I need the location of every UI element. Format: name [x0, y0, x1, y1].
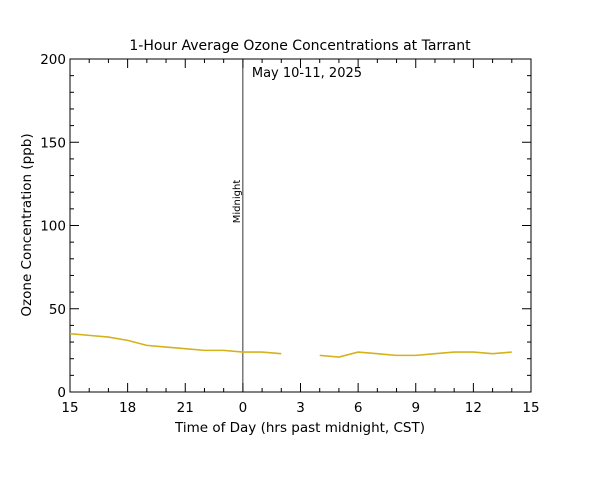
x-tick-label: 12 [465, 400, 482, 416]
y-axis-title: Ozone Concentration (ppb) [19, 133, 35, 316]
x-tick-label: 15 [522, 400, 539, 416]
y-tick-label: 50 [49, 302, 66, 318]
x-tick-label: 18 [119, 400, 136, 416]
ozone-series-line [69, 332, 282, 355]
y-axis-ticks [70, 58, 531, 393]
y-tick-label: 0 [57, 385, 66, 401]
x-tick-label: 3 [296, 400, 305, 416]
date-annotation: May 10-11, 2025 [252, 66, 362, 81]
x-tick-label: 6 [354, 400, 363, 416]
series-group [69, 332, 512, 358]
x-axis-title: Time of Day (hrs past midnight, CST) [174, 420, 425, 436]
y-tick-label: 150 [40, 135, 66, 151]
x-tick-label: 15 [61, 400, 78, 416]
y-axis-tick-labels: 0 50 100 150 200 [40, 52, 66, 401]
ozone-series-line [319, 351, 512, 358]
x-tick-label: 21 [177, 400, 194, 416]
x-axis-tick-labels: 15 18 21 0 3 6 9 12 15 [61, 400, 539, 416]
y-tick-label: 100 [40, 219, 66, 235]
x-tick-label: 9 [411, 400, 420, 416]
plot-frame [69, 58, 532, 393]
midnight-label: Midnight [232, 180, 243, 224]
chart-title: 1-Hour Average Ozone Concentrations at T… [129, 38, 471, 54]
x-axis-ticks [69, 59, 532, 392]
x-tick-label: 0 [239, 400, 248, 416]
y-tick-label: 200 [40, 52, 66, 68]
